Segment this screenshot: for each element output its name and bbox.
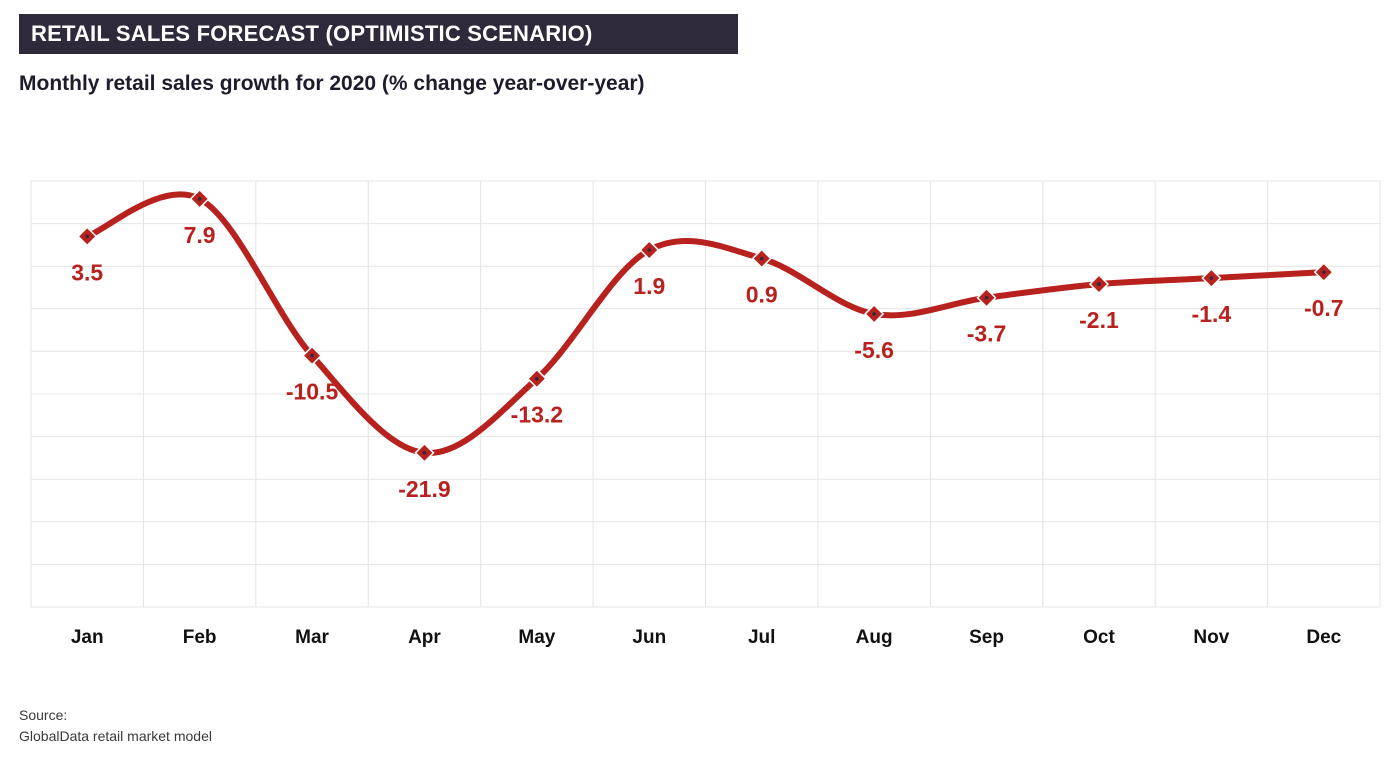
- data-point-aug: [864, 303, 885, 324]
- data-label-feb: 7.9: [184, 222, 216, 248]
- data-point-may: [526, 368, 547, 389]
- data-label-may: -13.2: [511, 402, 563, 428]
- data-label-aug: -5.6: [854, 337, 894, 363]
- data-point-sep: [976, 287, 997, 308]
- x-tick-may: May: [518, 627, 555, 648]
- x-tick-oct: Oct: [1083, 627, 1115, 648]
- data-point-nov: [1201, 268, 1222, 289]
- data-label-jun: 1.9: [633, 273, 665, 299]
- data-labels: 3.5 7.9 -10.5 -21.9 -13.2 1.9 0.9 -5.6 -3.7 -2.1 -…: [71, 222, 1343, 502]
- data-label-mar: -10.5: [286, 379, 339, 405]
- data-label-oct: -2.1: [1079, 307, 1119, 333]
- source-label: Source:: [19, 707, 68, 723]
- data-point-apr: [414, 442, 435, 463]
- data-label-jan: 3.5: [71, 259, 103, 285]
- chart-title: RETAIL SALES FORECAST (OPTIMISTIC SCENAR…: [19, 14, 738, 54]
- x-tick-apr: Apr: [408, 627, 441, 648]
- x-tick-sep: Sep: [969, 627, 1004, 648]
- chart-grid: [30, 180, 1381, 608]
- x-tick-mar: Mar: [295, 627, 329, 648]
- x-tick-jan: Jan: [71, 627, 104, 648]
- source-text: GlobalData retail market model: [19, 728, 212, 744]
- chart-subtitle: Monthly retail sales growth for 2020 (% …: [19, 72, 645, 95]
- x-tick-jun: Jun: [632, 627, 666, 648]
- data-point-jul: [751, 248, 772, 269]
- data-label-apr: -21.9: [398, 476, 450, 502]
- data-point-oct: [1088, 274, 1110, 295]
- x-axis-ticks: Jan Feb Mar Apr May Jun Jul Aug Sep Oct Nov Dec: [71, 627, 1342, 648]
- x-tick-nov: Nov: [1193, 627, 1229, 648]
- data-label-dec: -0.7: [1304, 295, 1344, 321]
- line-chart: 3.5 7.9 -10.5 -21.9 -13.2 1.9 0.9 -5.6 -3.7 -2.1 -…: [30, 180, 1381, 648]
- data-point-mar: [301, 345, 323, 366]
- data-label-sep: -3.7: [967, 321, 1007, 347]
- x-tick-dec: Dec: [1306, 627, 1341, 648]
- x-tick-aug: Aug: [856, 627, 893, 648]
- x-tick-jul: Jul: [748, 627, 775, 648]
- data-point-dec: [1313, 262, 1334, 283]
- data-label-jul: 0.9: [746, 282, 778, 308]
- data-label-nov: -1.4: [1192, 301, 1232, 327]
- data-point-jun: [639, 239, 660, 261]
- data-point-jan: [77, 226, 98, 247]
- data-point-feb: [189, 188, 210, 209]
- data-markers: [77, 188, 1334, 463]
- x-tick-feb: Feb: [183, 627, 217, 648]
